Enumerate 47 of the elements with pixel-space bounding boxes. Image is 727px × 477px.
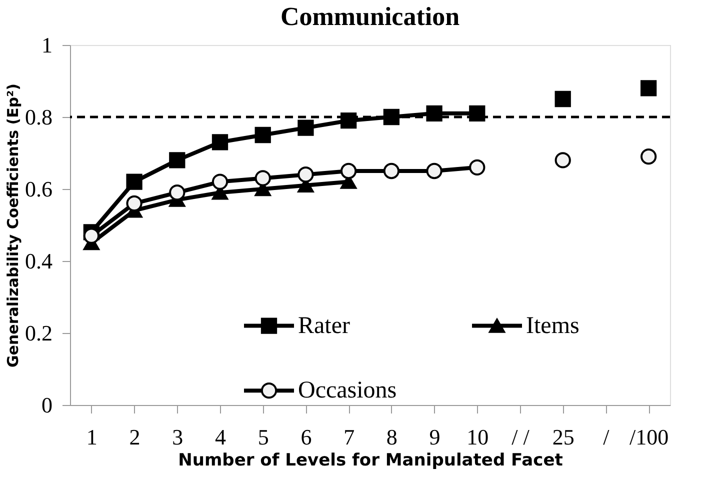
x-tick-label: 7 bbox=[344, 424, 355, 450]
x-tick-label: /100 bbox=[630, 424, 669, 450]
point bbox=[383, 108, 400, 126]
y-tick-label: 0.8 bbox=[25, 104, 52, 130]
legend-label: Rater bbox=[298, 312, 350, 339]
point bbox=[169, 152, 186, 168]
point bbox=[169, 184, 186, 201]
point bbox=[298, 166, 314, 183]
point bbox=[254, 170, 271, 186]
point bbox=[340, 162, 357, 180]
x-tick-label: 1 bbox=[86, 424, 98, 450]
point bbox=[554, 90, 571, 108]
y-axis-title: Generalizability Coefficients (Ep²) bbox=[4, 83, 22, 368]
point bbox=[212, 174, 228, 190]
x-tick-label: 10 bbox=[466, 424, 489, 450]
y-tick-label: 0.6 bbox=[25, 176, 52, 202]
point bbox=[469, 159, 486, 176]
point bbox=[640, 148, 657, 165]
point bbox=[426, 162, 442, 180]
point bbox=[426, 105, 442, 122]
x-tick-label: 6 bbox=[300, 424, 312, 450]
y-tick-label: 0.4 bbox=[25, 248, 52, 274]
legend-label: Items bbox=[526, 312, 580, 339]
y-tick-label: 0.2 bbox=[25, 320, 52, 346]
point bbox=[383, 162, 400, 180]
point bbox=[83, 228, 100, 244]
y-tick-label: 0 bbox=[42, 392, 52, 418]
x-axis-title: Number of Levels for Manipulated Facet bbox=[178, 450, 563, 470]
point bbox=[126, 174, 142, 190]
legend-label: Occasions bbox=[298, 378, 397, 404]
chart-title: Communication bbox=[280, 2, 460, 31]
x-tick-label: 8 bbox=[386, 424, 398, 450]
point bbox=[212, 134, 228, 150]
x-tick-label: 9 bbox=[429, 424, 440, 450]
point bbox=[554, 152, 571, 168]
point bbox=[298, 120, 314, 136]
y-tick-label: 1 bbox=[42, 32, 52, 58]
x-tick-label: 5 bbox=[258, 424, 269, 450]
x-tick-label: 3 bbox=[172, 424, 184, 450]
x-tick-label: 25 bbox=[552, 424, 574, 450]
x-tick-label: / / bbox=[512, 424, 530, 450]
x-tick-label: 4 bbox=[215, 424, 226, 450]
point bbox=[126, 195, 142, 212]
x-tick-label: / bbox=[603, 424, 610, 450]
point bbox=[640, 80, 657, 96]
x-tick-label: 2 bbox=[129, 424, 140, 450]
point bbox=[254, 126, 271, 144]
